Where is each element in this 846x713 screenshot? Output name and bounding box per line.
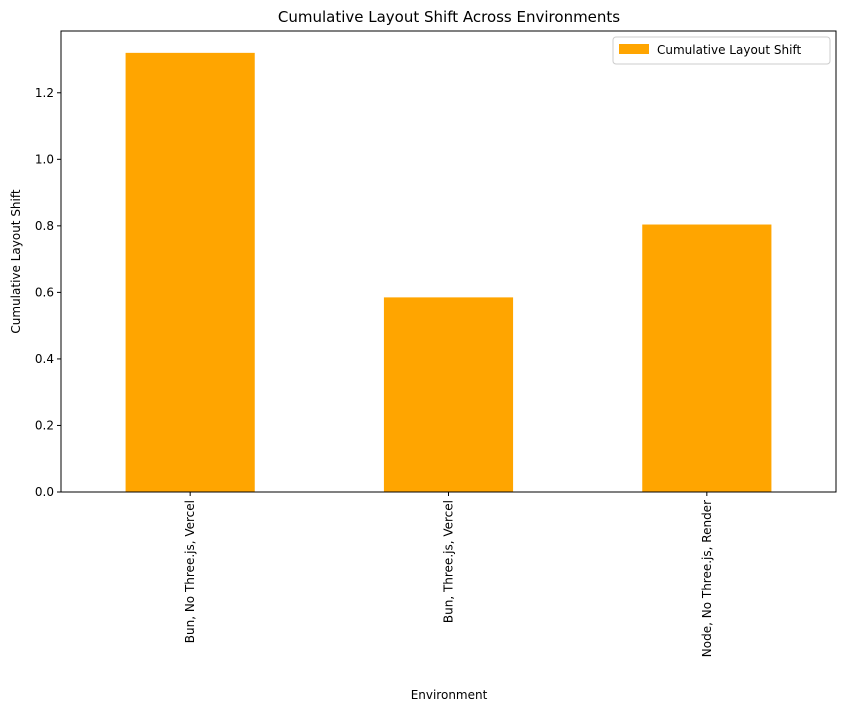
legend: Cumulative Layout Shift: [612, 36, 831, 65]
bars-group: [125, 52, 772, 492]
x-tick-label-1: Bun, No Three.js, Vercel: [183, 500, 197, 643]
chart-title: Cumulative Layout Shift Across Environme…: [278, 8, 620, 26]
legend-label: Cumulative Layout Shift: [657, 43, 801, 57]
y-tick-label-6: 1.0: [35, 152, 54, 166]
legend-swatch: [619, 44, 649, 54]
x-axis: Bun, No Three.js, Vercel Bun, Three.js, V…: [183, 492, 714, 657]
y-axis-label: Cumulative Layout Shift: [9, 189, 23, 333]
plot-area: [60, 30, 837, 493]
y-tick-label-5: 0.8: [35, 219, 54, 233]
x-tick-label-2: Bun, Three.js, Vercel: [442, 500, 456, 623]
y-tick-label-4: 0.6: [35, 285, 54, 299]
bar-1: [125, 52, 255, 492]
y-tick-label-2: 0.2: [35, 418, 54, 432]
x-axis-label: Environment: [411, 688, 488, 702]
bar-2: [383, 297, 514, 492]
y-tick-label-1: 0.0: [35, 485, 54, 499]
y-tick-label-3: 0.4: [35, 352, 54, 366]
y-tick-label-7: 1.2: [35, 86, 54, 100]
legend-box: [612, 36, 831, 65]
y-axis: 0.0 0.2 0.4 0.6 0.8 1.0 1.2: [35, 86, 61, 499]
bar-3: [642, 224, 772, 492]
x-tick-label-3: Node, No Three.js, Render: [700, 500, 714, 657]
